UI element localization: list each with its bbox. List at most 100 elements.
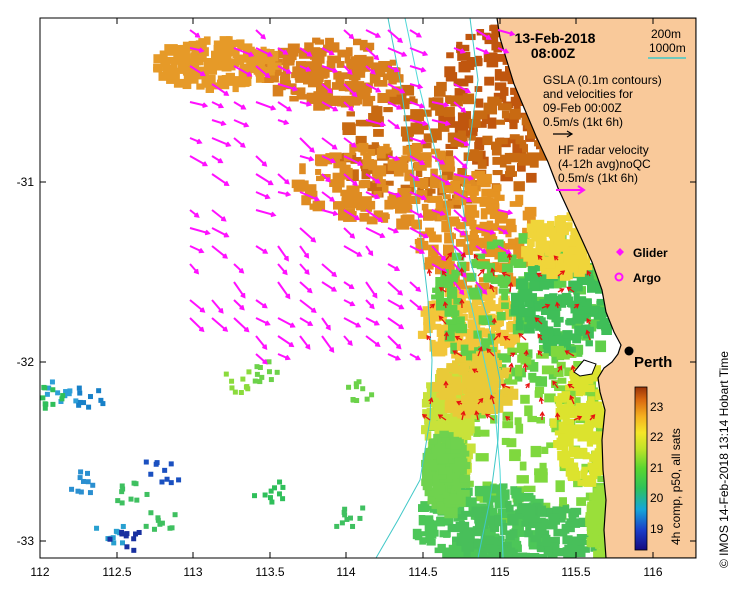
x-tick-label: 112: [30, 565, 49, 579]
velocity-arrow: [255, 317, 271, 326]
velocity-arrow: [233, 137, 246, 148]
velocity-arrow: [299, 263, 310, 275]
velocity-arrow: [255, 47, 274, 57]
velocity-arrow: [277, 263, 288, 276]
velocity-arrow: [277, 47, 289, 55]
sst-patch: [107, 529, 142, 553]
velocity-arrow: [321, 335, 335, 353]
velocity-arrow: [507, 252, 513, 261]
velocity-arrow: [503, 336, 511, 341]
velocity-arrow: [453, 227, 467, 236]
velocity-arrow: [365, 83, 382, 93]
glider-marker: [616, 248, 624, 256]
velocity-arrow: [409, 137, 427, 145]
argo-marker: [614, 272, 624, 282]
velocity-arrow: [343, 137, 357, 148]
velocity-arrow: [233, 299, 245, 311]
x-tick-label: 114.5: [408, 565, 437, 579]
colorbar-tick: 22: [650, 430, 664, 444]
velocity-arrow: [426, 334, 432, 341]
sst-patch: [76, 385, 106, 410]
colorbar: [634, 386, 648, 551]
velocity-arrow: [522, 362, 529, 373]
velocity-arrow: [299, 155, 315, 162]
velocity-arrow: [343, 209, 361, 221]
velocity-arrow: [409, 353, 422, 361]
hf-legend-2: (4-12h avg)noQC: [558, 157, 651, 171]
sst-patch: [69, 469, 96, 496]
velocity-arrow: [409, 281, 422, 293]
velocity-arrow: [501, 271, 511, 277]
velocity-arrow: [438, 287, 447, 293]
velocity-arrow: [189, 209, 200, 218]
isobath-1000m: [375, 18, 433, 558]
x-tick-label: 116: [643, 565, 662, 579]
velocity-arrow: [277, 245, 289, 262]
velocity-arrow: [460, 410, 466, 421]
isobath-inner: [461, 18, 501, 558]
velocity-arrow: [453, 209, 467, 223]
velocity-arrow: [277, 101, 293, 112]
velocity-arrow: [477, 346, 483, 357]
velocity-arrow: [452, 350, 463, 357]
velocity-arrow: [189, 299, 206, 313]
sst-patch: [252, 479, 286, 505]
colorbar-title: 4h comp, p50, all sats: [669, 428, 683, 545]
velocity-arrow: [428, 397, 434, 405]
velocity-arrow: [211, 83, 230, 96]
velocity-arrow: [211, 173, 230, 186]
hf-legend-1: HF radar velocity: [558, 143, 649, 157]
velocity-arrow: [277, 119, 290, 126]
velocity-arrow: [491, 317, 497, 325]
velocity-arrow: [321, 137, 338, 150]
velocity-arrow: [557, 365, 563, 373]
velocity-arrow: [343, 245, 363, 257]
velocity-arrow: [573, 415, 583, 421]
velocity-arrow: [189, 245, 205, 254]
velocity-arrow: [233, 281, 246, 299]
velocity-arrow: [497, 227, 509, 235]
velocity-arrow: [387, 65, 400, 73]
x-tick-label: 115.5: [561, 565, 590, 579]
velocity-arrow: [233, 101, 247, 110]
velocity-arrow: [255, 173, 274, 186]
velocity-arrow: [387, 101, 403, 110]
velocity-arrow: [365, 227, 386, 239]
velocity-arrow: [277, 65, 292, 74]
velocity-arrow: [189, 65, 206, 77]
velocity-arrow: [211, 119, 227, 126]
velocity-arrow: [365, 191, 381, 200]
velocity-arrow: [538, 396, 544, 405]
velocity-arrow: [255, 335, 268, 351]
glider-label: Glider: [633, 246, 668, 260]
sst-patch: [421, 430, 471, 519]
velocity-arrow: [365, 209, 384, 223]
velocity-arrow: [387, 317, 405, 330]
gsla-legend-1: GSLA (0.1m contours): [543, 73, 662, 87]
sst-patch: [223, 369, 252, 396]
sst-patch: [40, 384, 66, 411]
velocity-arrow: [453, 83, 472, 94]
velocity-arrow: [471, 368, 479, 374]
perth-marker: [624, 346, 634, 356]
velocity-arrow: [255, 353, 268, 365]
velocity-arrow: [299, 191, 321, 202]
velocity-arrow: [586, 270, 592, 277]
velocity-arrow: [365, 317, 380, 326]
depth-label-1000: 1000m: [649, 41, 686, 55]
depth-label-200: 200m: [651, 27, 681, 41]
velocity-arrow: [189, 47, 205, 54]
velocity-arrow: [453, 101, 467, 113]
velocity-arrow: [299, 281, 313, 294]
velocity-arrow: [409, 227, 429, 239]
velocity-arrow: [321, 281, 338, 292]
velocity-arrow: [277, 173, 290, 185]
velocity-arrow: [460, 252, 466, 261]
x-tick-label: 113: [183, 565, 202, 579]
y-axis: -31 -32 -33: [17, 175, 35, 548]
velocity-arrow: [557, 288, 565, 293]
sst-patch: [261, 37, 404, 111]
velocity-arrow: [554, 301, 561, 309]
velocity-arrow: [299, 335, 311, 350]
